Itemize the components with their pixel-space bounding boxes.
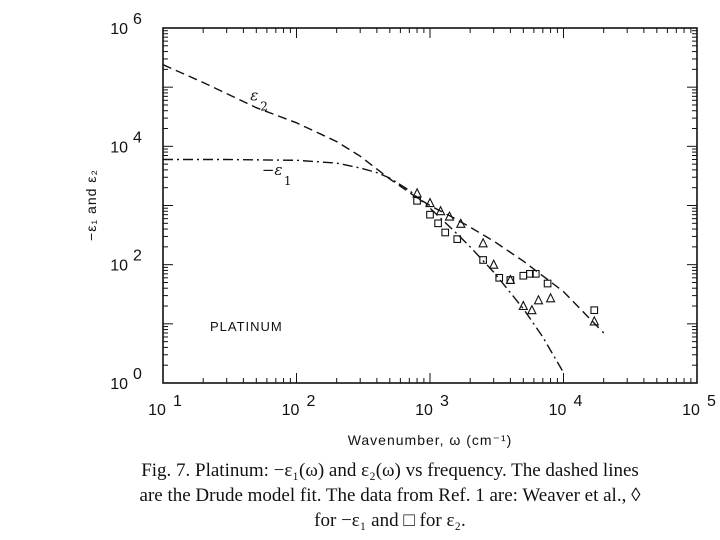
x-tick-label: 10: [415, 402, 433, 419]
y-tick-labels: 10 0 10 2 10 4 10 6: [110, 11, 142, 393]
y-axis-title: −ε₁ and ε₂: [83, 169, 99, 241]
series-label-sub-1: 2: [260, 99, 268, 113]
square-marker: [453, 235, 462, 243]
square-marker: [543, 279, 552, 288]
x-tick-labels: 10 1 10 2 10 3 10 4 10 5: [148, 393, 716, 419]
triangle-marker: [488, 258, 499, 269]
y-tick-exponent: 0: [133, 366, 142, 383]
x-tick-label: 10: [549, 402, 567, 419]
x-tick-exponent: 2: [307, 393, 316, 410]
series-curve-1: [162, 64, 605, 334]
square-marker: [495, 273, 504, 282]
triangle-marker: [545, 292, 556, 303]
series-label-sub-2: 1: [284, 174, 292, 188]
square-marker: [506, 276, 515, 284]
x-tick-label: 10: [682, 402, 700, 419]
y-tick-exponent: 2: [133, 248, 142, 265]
data-markers: [412, 187, 600, 326]
square-marker: [413, 196, 421, 205]
annotation-platinum: PLATINUM: [210, 319, 283, 334]
y-tick-exponent: 4: [133, 129, 142, 146]
y-tick-label: 10: [110, 139, 128, 156]
triangle-marker: [527, 304, 537, 315]
series-label-1: ε: [250, 86, 258, 104]
square-marker: [434, 219, 442, 228]
caption-line-1: Fig. 7. Platinum: −ε₁(ω) and ε₂(ω) vs fr…: [141, 460, 639, 481]
triangle-marker: [444, 210, 455, 221]
triangle-marker: [435, 205, 446, 216]
x-tick-label: 10: [148, 402, 166, 419]
x-axis-title: Wavenumber, ω (cm⁻¹): [348, 432, 513, 448]
caption-line-3: for −ε₁ and □ for ε₂.: [314, 510, 466, 531]
square-marker: [590, 306, 599, 315]
square-marker: [479, 256, 487, 264]
figure-caption: Fig. 7. Platinum: −ε₁(ω) and ε₂(ω) vs fr…: [60, 458, 720, 533]
x-tick-exponent: 1: [173, 393, 182, 410]
triangle-marker: [518, 300, 529, 311]
series-curve-2: [163, 158, 565, 373]
series-label-2: −ε: [262, 161, 283, 179]
y-tick-label: 10: [110, 21, 128, 38]
y-tick-label: 10: [110, 258, 128, 275]
x-tick-exponent: 5: [707, 393, 716, 410]
x-tick-label: 10: [282, 402, 300, 419]
x-tick-exponent: 3: [440, 393, 449, 410]
triangle-marker: [589, 315, 600, 326]
square-marker: [426, 210, 434, 219]
y-tick-exponent: 6: [133, 11, 142, 28]
square-marker: [441, 228, 450, 237]
triangle-marker: [412, 187, 422, 198]
series-labels: ε2 −ε1: [250, 86, 291, 188]
triangle-marker: [425, 197, 435, 208]
x-tick-exponent: 4: [574, 393, 583, 410]
square-marker: [526, 269, 534, 278]
triangle-marker: [455, 218, 466, 228]
y-tick-label: 10: [110, 376, 128, 393]
triangle-marker: [533, 294, 544, 305]
caption-line-2: are the Drude model fit. The data from R…: [139, 485, 641, 506]
square-marker: [519, 271, 528, 280]
square-marker: [531, 269, 540, 278]
triangle-marker: [478, 237, 488, 248]
